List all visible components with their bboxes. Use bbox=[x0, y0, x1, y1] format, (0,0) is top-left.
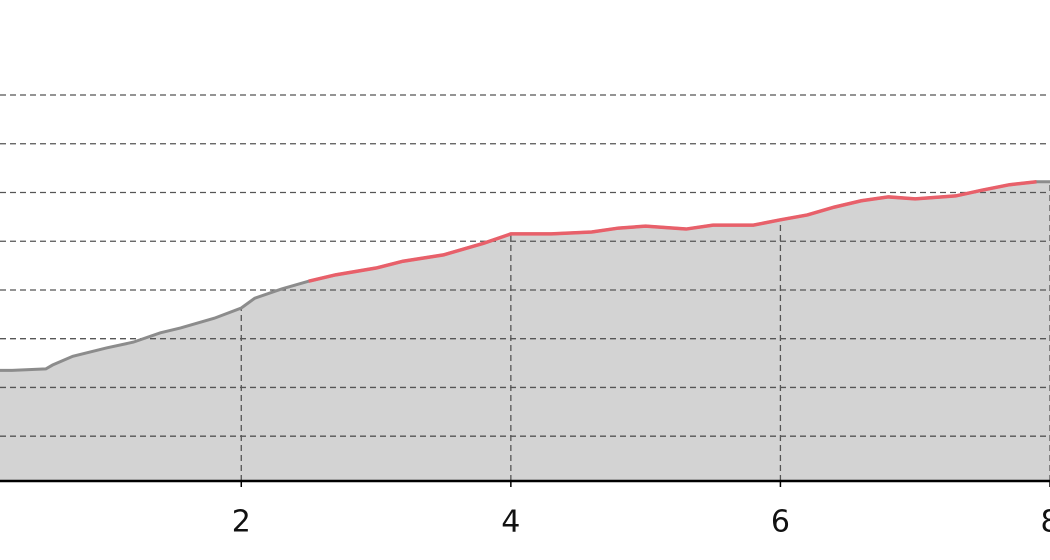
x-tick-label: 2 bbox=[232, 505, 251, 540]
x-tick-label: 4 bbox=[501, 505, 520, 540]
x-tick-label: 8 bbox=[1040, 505, 1050, 540]
area bbox=[0, 181, 1050, 481]
highlight-line bbox=[308, 180, 1037, 283]
x-tick-label: 6 bbox=[771, 505, 790, 540]
